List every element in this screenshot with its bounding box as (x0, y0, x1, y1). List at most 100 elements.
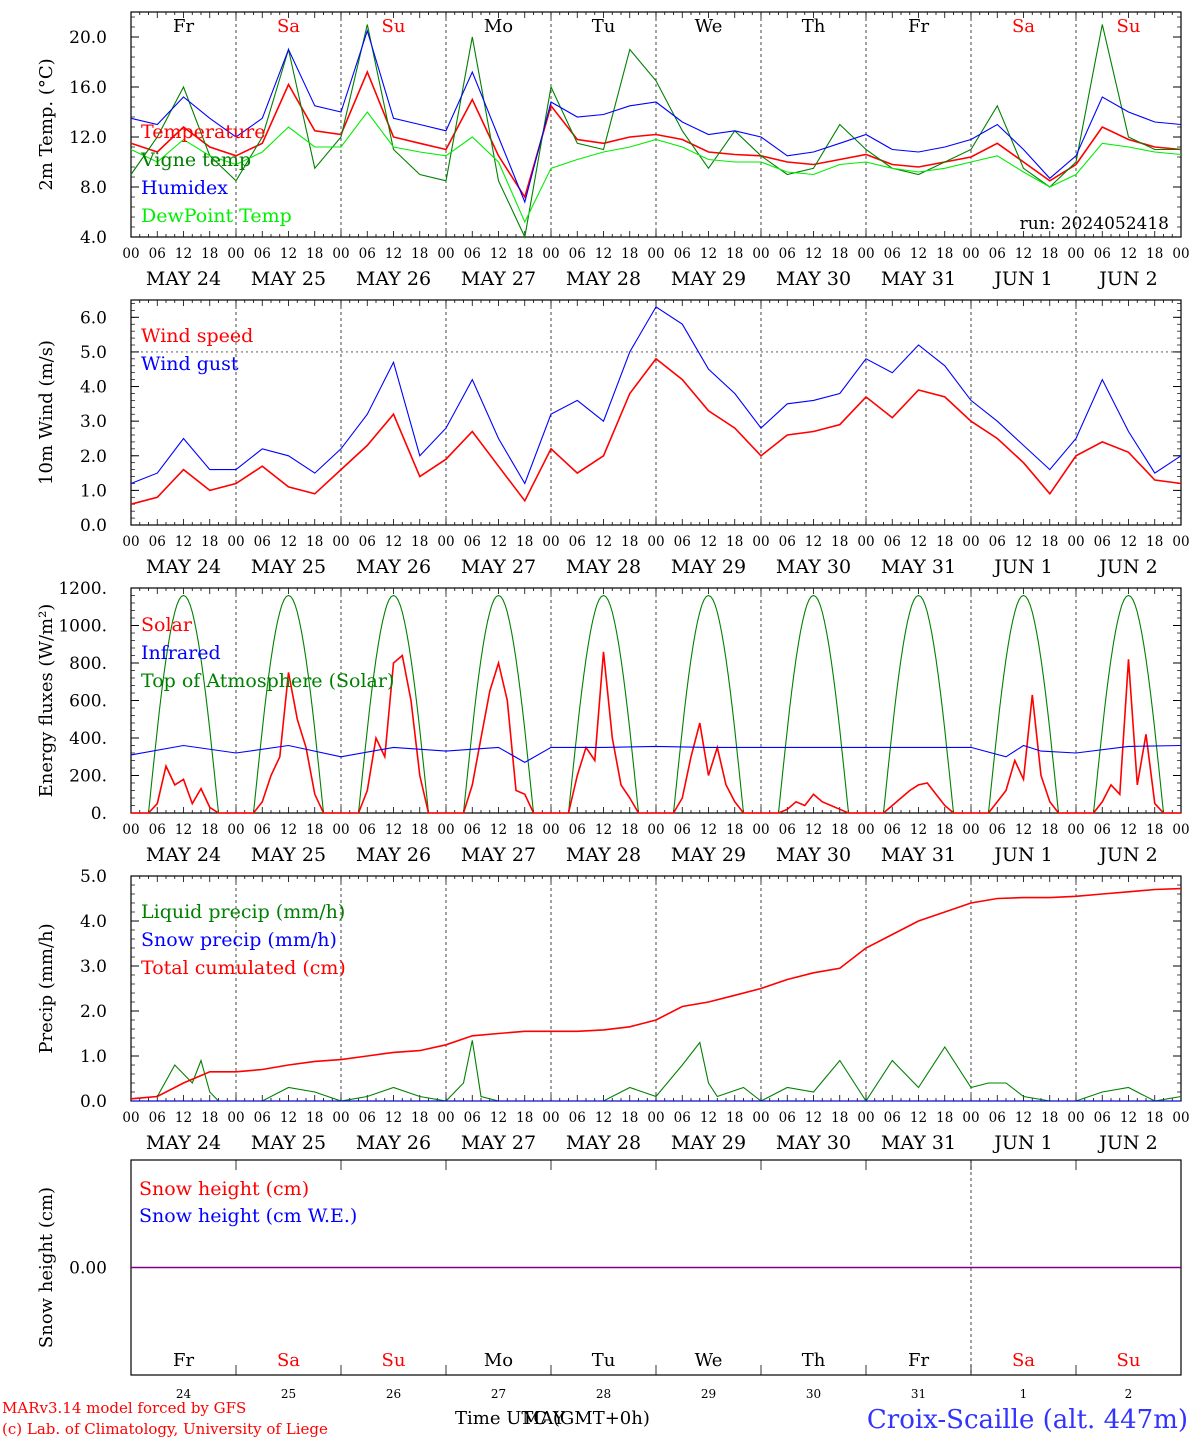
hour-tick-label: 18 (306, 246, 323, 262)
hour-tick-label: 06 (1094, 822, 1111, 838)
date-label: MAY 30 (776, 1132, 851, 1154)
legend-entry: Infrared (141, 642, 221, 664)
hour-tick-label: 00 (122, 246, 139, 262)
hour-tick-label: 00 (542, 822, 559, 838)
y-tick-label: 12.0 (69, 128, 107, 148)
date-label: MAY 25 (251, 556, 326, 578)
weekday-label: Fr (173, 16, 194, 37)
weekday-label: We (695, 1350, 723, 1371)
date-label: MAY 29 (671, 556, 746, 578)
date-label: MAY 24 (146, 268, 221, 290)
weekday-label: We (695, 16, 723, 37)
hour-tick-label: 06 (254, 534, 271, 550)
hour-tick-label: 18 (831, 822, 848, 838)
hour-tick-label: 18 (411, 534, 428, 550)
y-tick-label: 0. (91, 804, 107, 824)
date-label: MAY 24 (146, 556, 221, 578)
hour-tick-label: 12 (280, 534, 297, 550)
hour-tick-label: 18 (201, 246, 218, 262)
hour-tick-label: 00 (227, 246, 244, 262)
hour-tick-label: 06 (569, 1110, 586, 1126)
day-number-label: 25 (281, 1387, 296, 1401)
date-label: JUN 2 (1097, 844, 1157, 866)
date-label: JUN 2 (1097, 556, 1157, 578)
hour-tick-label: 06 (989, 534, 1006, 550)
weekday-label: Tu (592, 1350, 616, 1371)
hour-tick-label: 06 (359, 246, 376, 262)
hour-tick-label: 18 (516, 246, 533, 262)
hour-tick-label: 12 (385, 822, 402, 838)
hour-tick-label: 12 (805, 1110, 822, 1126)
hour-tick-label: 12 (175, 246, 192, 262)
hour-tick-label: 06 (464, 1110, 481, 1126)
run-label: run: 2024052418 (1020, 214, 1169, 234)
date-label: JUN 1 (992, 844, 1052, 866)
hour-tick-label: 00 (1172, 1110, 1189, 1126)
panel-1: 4.0 8.0 12.0 16.0 20.0 2m Temp. (°C) Temperatu… (36, 11, 1190, 290)
day-number-label: 27 (491, 1387, 506, 1401)
date-label: MAY 30 (776, 844, 851, 866)
y-tick-label: 20.0 (69, 28, 107, 48)
hour-tick-label: 00 (647, 246, 664, 262)
hour-tick-label: 06 (254, 822, 271, 838)
station-name: Croix-Scaille (alt. 447m) (867, 1405, 1188, 1435)
date-label: MAY 27 (461, 268, 536, 290)
hour-tick-label: 18 (621, 822, 638, 838)
date-label: MAY 28 (566, 556, 641, 578)
hour-tick-label: 18 (1041, 822, 1058, 838)
y-axis-label: Energy fluxes (W/m²) (36, 604, 57, 798)
day-number-label: 1 (1020, 1387, 1028, 1401)
date-label: MAY 27 (461, 556, 536, 578)
date-label: JUN 2 (1097, 1132, 1157, 1154)
hour-tick-label: 00 (857, 822, 874, 838)
y-tick-label: 8.0 (80, 178, 107, 198)
hour-tick-label: 06 (1094, 534, 1111, 550)
hour-tick-label: 12 (805, 246, 822, 262)
hour-tick-label: 00 (962, 1110, 979, 1126)
hour-tick-label: 12 (385, 246, 402, 262)
y-tick-label: 600. (69, 692, 107, 712)
weekday-label: Sa (1012, 1350, 1035, 1371)
toa-solar-curve (567, 594, 640, 814)
hour-tick-label: 12 (595, 246, 612, 262)
hour-tick-label: 06 (569, 822, 586, 838)
panel-5: 0.00 Snow height (cm) Snow height (cm) Snow… (36, 1159, 1182, 1401)
date-label: MAY 28 (566, 268, 641, 290)
hour-tick-label: 18 (201, 822, 218, 838)
hour-tick-label: 00 (1067, 246, 1084, 262)
hour-tick-label: 06 (779, 1110, 796, 1126)
hour-tick-label: 18 (936, 534, 953, 550)
weekday-label: Th (802, 1350, 826, 1371)
hour-tick-label: 12 (910, 822, 927, 838)
y-axis-label: Snow height (cm) (36, 1187, 57, 1348)
series-line (130, 28, 1182, 204)
panel-4: 0.0 1.0 2.0 3.0 4.0 5.0 Precip (mm/h) Liquid pr… (36, 867, 1190, 1154)
date-label: MAY 25 (251, 1132, 326, 1154)
series-line (131, 651, 1181, 814)
hour-tick-label: 00 (857, 534, 874, 550)
hour-tick-label: 06 (1094, 246, 1111, 262)
hour-tick-label: 00 (752, 822, 769, 838)
y-tick-label: 3.0 (80, 957, 107, 977)
hour-tick-label: 06 (149, 822, 166, 838)
hour-tick-label: 18 (411, 1110, 428, 1126)
hour-tick-label: 12 (175, 534, 192, 550)
hour-tick-label: 00 (437, 1110, 454, 1126)
hour-tick-label: 18 (936, 246, 953, 262)
series-line (130, 111, 1182, 224)
hour-tick-label: 00 (647, 822, 664, 838)
date-label: MAY 25 (251, 268, 326, 290)
date-label: MAY 26 (356, 556, 431, 578)
series-line (130, 887, 1182, 1100)
hour-tick-label: 12 (1120, 246, 1137, 262)
hour-tick-label: 06 (674, 1110, 691, 1126)
day-number-label: 28 (596, 1387, 611, 1401)
hour-tick-label: 12 (595, 822, 612, 838)
hour-tick-label: 18 (1041, 1110, 1058, 1126)
hour-tick-label: 18 (726, 1110, 743, 1126)
hour-tick-label: 12 (385, 534, 402, 550)
hour-tick-label: 06 (989, 246, 1006, 262)
hour-tick-label: 12 (595, 1110, 612, 1126)
hour-tick-label: 00 (332, 1110, 349, 1126)
date-label: MAY 29 (671, 1132, 746, 1154)
